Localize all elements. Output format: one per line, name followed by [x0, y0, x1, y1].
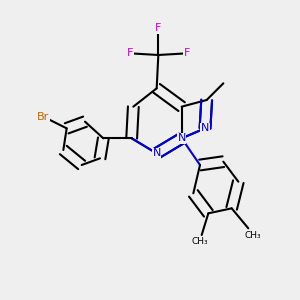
Text: N: N: [152, 148, 161, 158]
Text: CH₃: CH₃: [244, 231, 261, 240]
Text: N: N: [178, 133, 186, 143]
Text: CH₃: CH₃: [192, 236, 208, 245]
Text: Br: Br: [37, 112, 50, 122]
Text: F: F: [184, 48, 190, 58]
Text: F: F: [155, 23, 161, 33]
Text: F: F: [127, 48, 133, 58]
Text: N: N: [201, 123, 209, 133]
